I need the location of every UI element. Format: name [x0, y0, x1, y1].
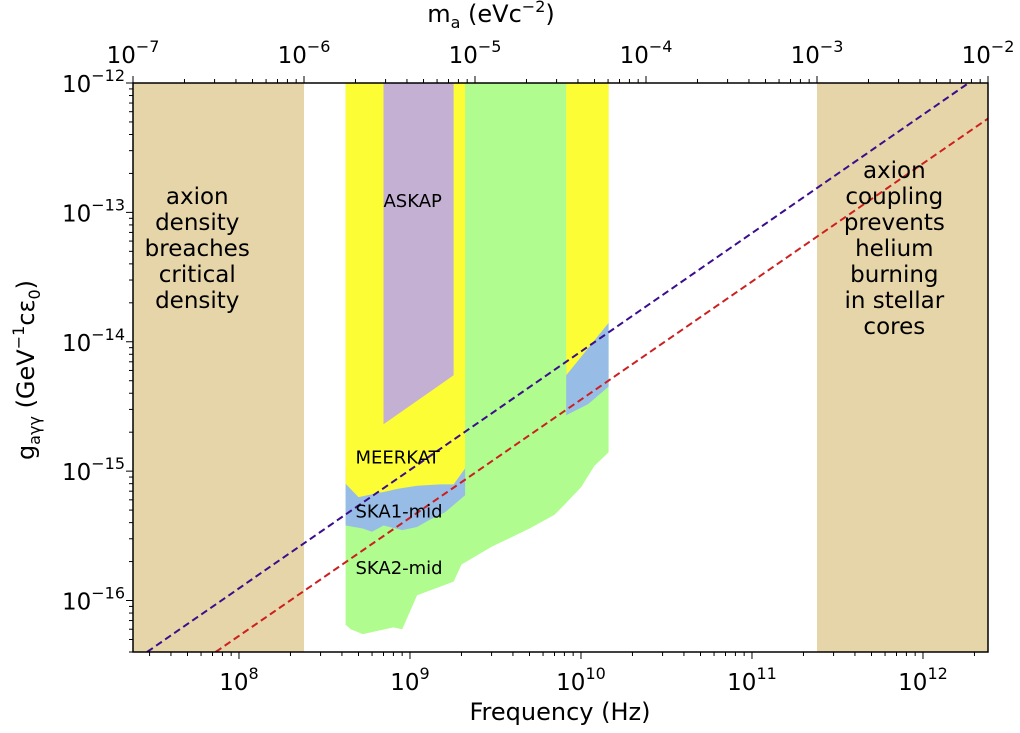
x-tick-label: 1010	[556, 664, 606, 696]
y-axis-title: gaγγ (GeV−1cε0)	[9, 280, 44, 460]
right-exclusion-area	[817, 83, 988, 652]
region-labels: axion density breaches critical density axion…	[145, 158, 945, 579]
meerkat-label: MEERKAT	[355, 447, 440, 468]
top-tick-label: 10−2	[962, 37, 1015, 69]
top-tick-label: 10−7	[107, 37, 160, 69]
upper-dashed-line	[146, 83, 970, 652]
plot-area	[133, 83, 988, 652]
top-axis-title: ma (eVc−2)	[427, 0, 555, 32]
ska1-mid-label: SKA1-mid	[355, 501, 442, 522]
y-tick-label: 10−12	[62, 66, 125, 98]
askap-label: ASKAP	[383, 191, 442, 212]
x-tick-label: 109	[390, 664, 429, 696]
y-tick-label: 10−15	[62, 454, 125, 486]
y-tick-label: 10−16	[62, 584, 125, 616]
x-axis-title: Frequency (Hz)	[470, 698, 651, 726]
right-exclusion-label: axion coupling prevents helium burning in ste…	[844, 158, 945, 340]
x-tick-label: 1012	[898, 664, 948, 696]
axes: 108 109 1010 1011 1012 10−12 10−13 10−14 10−15 10…	[62, 37, 1014, 696]
ska1-mid-region-b	[566, 322, 609, 416]
lower-dashed-line	[215, 117, 988, 652]
top-tick-label: 10−4	[620, 37, 673, 69]
y-tick-label: 10−14	[62, 325, 125, 357]
top-tick-label: 10−5	[449, 37, 502, 69]
x-tick-label: 1011	[727, 664, 777, 696]
top-tick-label: 10−3	[791, 37, 844, 69]
askap-region	[383, 83, 454, 425]
plot-frame	[132, 82, 989, 653]
left-exclusion-area	[133, 83, 304, 652]
left-exclusion-label: axion density breaches critical density	[145, 184, 250, 314]
top-tick-label: 10−6	[278, 37, 331, 69]
ska2-mid-label: SKA2-mid	[355, 558, 442, 579]
y-tick-label: 10−13	[62, 195, 125, 227]
x-tick-label: 108	[219, 664, 258, 696]
meerkat-region-b	[566, 83, 609, 376]
